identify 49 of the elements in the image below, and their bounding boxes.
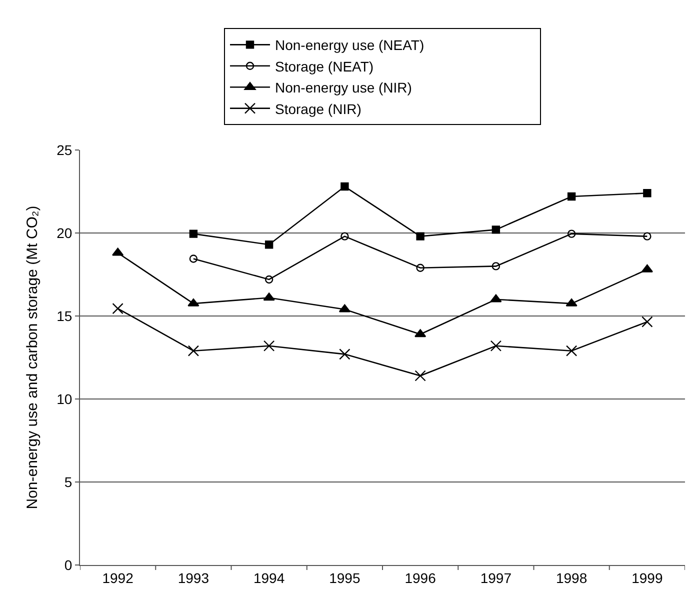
- point: [566, 298, 578, 306]
- y-tick-label: 25: [56, 142, 72, 158]
- point: [112, 248, 124, 256]
- point: [414, 329, 426, 338]
- point: [339, 348, 350, 360]
- point: [340, 182, 349, 191]
- point: [567, 192, 576, 201]
- point: [490, 294, 502, 302]
- point: [416, 264, 424, 272]
- point: [567, 230, 576, 238]
- point: [188, 345, 200, 356]
- x-tick-label: 1997: [480, 570, 512, 586]
- point: [643, 189, 652, 198]
- x-tick-label: 1995: [329, 570, 360, 586]
- point: [414, 370, 426, 382]
- point: [340, 232, 349, 240]
- y-axis-title: Non-energy use and carbon storage (Mt CO₂): [24, 206, 41, 510]
- x-tick-label: 1992: [102, 570, 134, 586]
- x-tick-label: 1999: [632, 570, 663, 586]
- legend-label: Non-energy use (NIR): [275, 80, 412, 96]
- point: [492, 262, 500, 270]
- point: [642, 316, 653, 328]
- point: [263, 292, 275, 301]
- point: [264, 240, 274, 249]
- y-tick-label: 5: [64, 474, 72, 490]
- legend-label: Storage (NEAT): [275, 58, 374, 74]
- x-tick-label: 1993: [178, 570, 210, 586]
- x-tick-label: 1996: [404, 570, 436, 586]
- y-tick-label: 20: [56, 224, 72, 241]
- x-tick-label: 1994: [253, 570, 285, 586]
- point: [416, 232, 424, 240]
- legend-label: Storage (NIR): [275, 100, 362, 117]
- point: [643, 232, 652, 240]
- legend-label: Non-energy use (NEAT): [275, 37, 424, 54]
- x-tick-label: 1998: [556, 570, 588, 586]
- point: [188, 298, 200, 306]
- point: [492, 226, 500, 234]
- point: [490, 340, 502, 352]
- y-tick-label: 15: [56, 308, 72, 324]
- point: [189, 254, 198, 263]
- point: [641, 264, 653, 272]
- point: [263, 340, 275, 352]
- point: [338, 304, 350, 312]
- point: [566, 345, 578, 356]
- point: [264, 275, 274, 284]
- y-tick-label: 10: [56, 390, 72, 407]
- y-tick-label: 0: [64, 556, 72, 573]
- point: [112, 302, 124, 314]
- point: [189, 230, 198, 238]
